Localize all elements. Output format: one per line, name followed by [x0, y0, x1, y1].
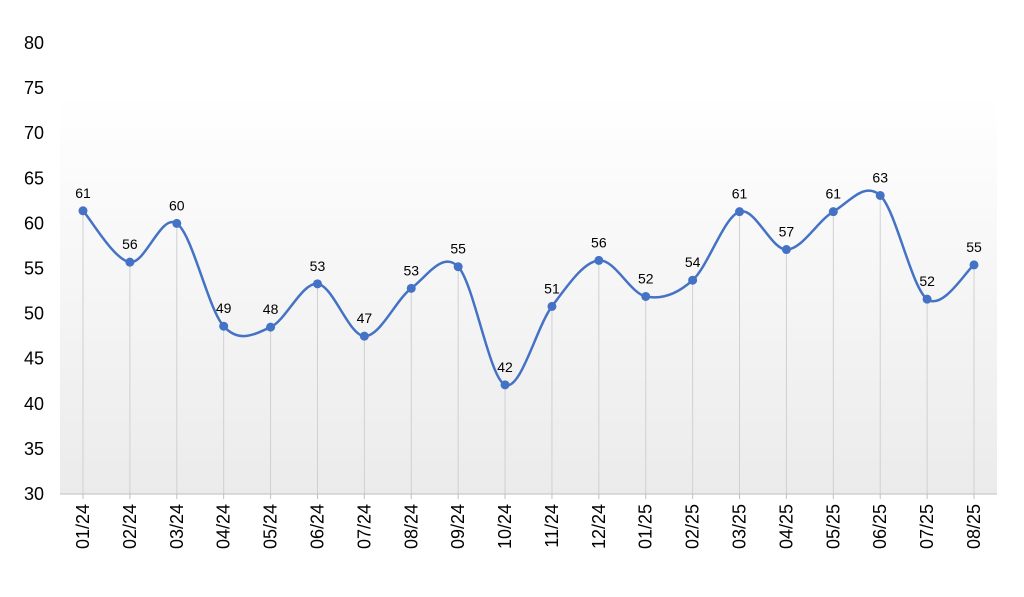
- x-tick-label: 05/24: [261, 504, 281, 549]
- data-label: 61: [732, 186, 748, 202]
- y-tick-label: 40: [24, 394, 44, 414]
- data-point: [125, 257, 135, 267]
- data-point: [312, 279, 322, 289]
- y-tick-label: 80: [24, 33, 44, 53]
- data-point: [969, 260, 979, 270]
- data-point: [172, 218, 182, 228]
- data-label: 51: [544, 280, 560, 296]
- data-label: 54: [685, 254, 701, 270]
- x-tick-label: 11/24: [542, 504, 562, 548]
- data-label: 53: [403, 262, 419, 278]
- x-tick-label: 03/25: [730, 504, 750, 549]
- data-point: [641, 291, 651, 301]
- data-point: [594, 255, 604, 265]
- drop-lines: [82, 195, 975, 494]
- data-label: 55: [450, 241, 466, 257]
- x-tick-label: 09/24: [448, 504, 468, 549]
- data-label: 55: [966, 239, 982, 255]
- y-tick-label: 30: [24, 484, 44, 504]
- x-tick-label: 02/24: [120, 504, 140, 549]
- data-point: [219, 321, 229, 331]
- y-tick-label: 70: [24, 123, 44, 143]
- y-tick-label: 55: [24, 259, 44, 279]
- x-tick-label: 02/25: [683, 504, 703, 549]
- x-tick-label: 07/24: [354, 504, 374, 549]
- y-tick-label: 60: [24, 213, 44, 233]
- data-label: 63: [872, 169, 888, 185]
- x-tick-label: 10/24: [495, 504, 515, 549]
- x-tick-label: 04/24: [214, 504, 234, 549]
- data-label: 53: [310, 258, 326, 274]
- data-point: [453, 262, 463, 272]
- data-point: [735, 207, 745, 217]
- x-tick-label: 06/25: [870, 504, 890, 549]
- data-point: [406, 283, 416, 293]
- data-label: 52: [638, 270, 654, 286]
- data-point: [359, 331, 369, 341]
- x-tick-label: 12/24: [589, 504, 609, 549]
- x-tick-label: 03/24: [167, 504, 187, 549]
- data-point: [500, 380, 510, 390]
- y-tick-label: 65: [24, 168, 44, 188]
- data-label: 56: [591, 234, 607, 250]
- data-label: 47: [357, 310, 373, 326]
- data-label: 48: [263, 301, 279, 317]
- x-tick-label: 01/25: [636, 504, 656, 549]
- x-tick-label: 08/24: [401, 504, 421, 549]
- x-tick-label: 06/24: [307, 504, 327, 549]
- data-label: 52: [919, 273, 935, 289]
- data-label: 57: [779, 224, 795, 240]
- data-label: 42: [497, 359, 513, 375]
- x-tick-label: 05/25: [823, 504, 843, 549]
- x-tick-label: 04/25: [776, 504, 796, 549]
- data-point: [875, 190, 885, 200]
- y-tick-label: 45: [24, 349, 44, 369]
- x-tick-label: 01/24: [73, 504, 93, 549]
- markers: [78, 190, 979, 390]
- plot-area: [60, 94, 997, 494]
- data-label: 60: [169, 197, 185, 213]
- data-label: 56: [122, 236, 138, 252]
- data-point: [266, 322, 276, 332]
- data-label: 61: [826, 186, 842, 202]
- data-point: [922, 294, 932, 304]
- y-tick-label: 35: [24, 439, 44, 459]
- data-point: [78, 206, 88, 216]
- data-label: 61: [75, 185, 91, 201]
- y-tick-label: 50: [24, 304, 44, 324]
- data-point: [781, 245, 791, 255]
- data-point: [828, 207, 838, 217]
- data-point: [547, 301, 557, 311]
- y-tick-label: 75: [24, 78, 44, 98]
- y-axis: 30 35 40 45 50 55 60 65 70 75 80: [24, 33, 44, 504]
- x-axis: 01/24 02/24 03/24 04/24 05/24 06/24 07/24 08/24…: [60, 493, 997, 549]
- data-labels: 61 56 60 49 48 53 47 53 55 42 51 56 52 54 61 57 61 63 52 55: [75, 169, 982, 374]
- x-tick-label: 07/25: [917, 504, 937, 549]
- x-tick-label: 08/25: [964, 504, 984, 549]
- data-point: [688, 275, 698, 285]
- data-label: 49: [216, 300, 232, 316]
